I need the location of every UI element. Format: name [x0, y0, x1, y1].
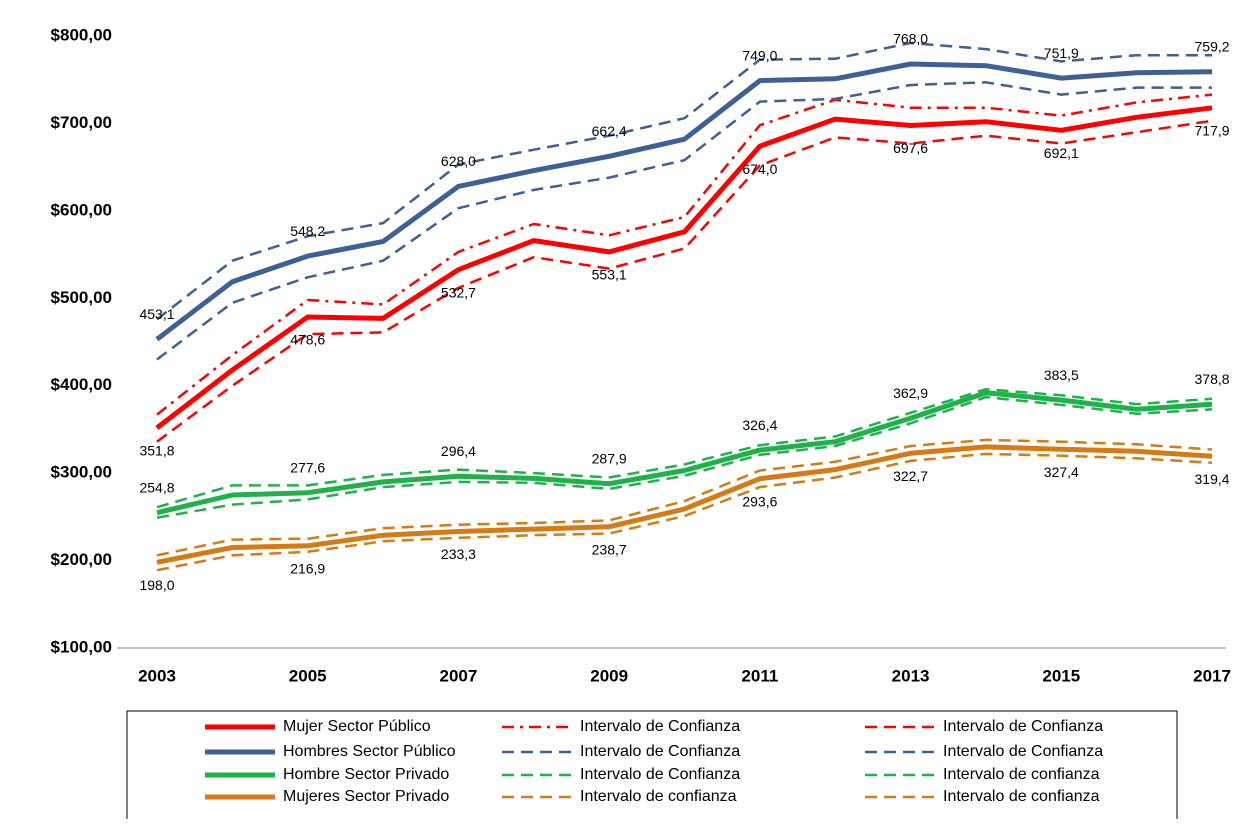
series-line — [156, 444, 1213, 565]
data-label: 277,6 — [290, 459, 325, 475]
series-line — [155, 105, 1213, 430]
y-tick-label: $400,00 — [51, 375, 112, 394]
series-line — [156, 41, 1212, 321]
data-label: 453,1 — [139, 306, 174, 322]
x-tick-label: 2003 — [138, 666, 176, 685]
data-label: 296,4 — [441, 443, 476, 459]
legend-label: Hombre Sector Privado — [283, 766, 449, 783]
data-label: 383,5 — [1044, 367, 1079, 383]
data-label: 749,0 — [742, 47, 777, 63]
x-tick-label: 2015 — [1042, 666, 1080, 685]
data-label: 293,6 — [742, 493, 777, 509]
data-label: 216,9 — [290, 560, 325, 576]
series-line — [156, 395, 1213, 519]
y-tick-label: $300,00 — [51, 463, 112, 482]
data-label: 532,7 — [441, 284, 476, 300]
legend-label: Intervalo de Confianza — [943, 718, 1103, 735]
x-tick-label: 2009 — [590, 666, 628, 685]
series-line — [156, 93, 1213, 416]
y-tick-label: $600,00 — [51, 200, 112, 219]
data-label: 628,0 — [441, 153, 476, 169]
data-label: 759,2 — [1195, 38, 1230, 54]
legend-label: Intervalo de confianza — [943, 788, 1100, 805]
data-label: 751,9 — [1044, 45, 1079, 61]
data-label: 238,7 — [592, 541, 627, 557]
data-label: 322,7 — [893, 468, 928, 484]
series-line — [156, 452, 1213, 572]
series-line — [156, 119, 1213, 443]
legend-box — [126, 710, 1178, 824]
data-label: 362,9 — [893, 385, 928, 401]
data-label: 327,4 — [1044, 464, 1079, 480]
data-label: 319,4 — [1195, 471, 1230, 487]
legend-label: Mujeres Sector Privado — [283, 788, 449, 805]
data-label: 233,3 — [441, 546, 476, 562]
legend-label: Hombres Sector Público — [283, 743, 456, 760]
legend-label: Intervalo de confianza — [580, 788, 737, 805]
data-label: 254,8 — [139, 479, 174, 495]
data-label: 326,4 — [742, 417, 777, 433]
x-tick-label: 2007 — [440, 666, 478, 685]
y-tick-label: $200,00 — [51, 550, 112, 569]
series-line — [156, 390, 1213, 516]
series-line — [156, 81, 1212, 361]
data-label: 198,0 — [139, 577, 174, 593]
data-label: 378,8 — [1195, 371, 1230, 387]
legend-label: Intervalo de confianza — [943, 766, 1100, 783]
x-tick-label: 2005 — [289, 666, 327, 685]
data-label: 717,9 — [1195, 122, 1230, 138]
series-line — [156, 438, 1213, 557]
data-label: 553,1 — [592, 267, 627, 283]
series-line — [156, 387, 1213, 509]
legend-label: Intervalo de Confianza — [943, 743, 1103, 760]
legend-label: Intervalo de Confianza — [580, 743, 740, 760]
series-line — [155, 61, 1213, 342]
data-label: 287,9 — [592, 450, 627, 466]
data-label: 692,1 — [1044, 145, 1079, 161]
y-tick-label: $500,00 — [51, 288, 112, 307]
x-tick-label: 2011 — [741, 666, 778, 685]
data-label: 351,8 — [139, 443, 174, 459]
legend-label: Mujer Sector Público — [283, 718, 431, 735]
data-label: 662,4 — [592, 123, 627, 139]
legend-label: Intervalo de Confianza — [580, 718, 740, 735]
data-label: 548,2 — [290, 223, 325, 239]
data-label: 768,0 — [893, 31, 928, 47]
data-label: 697,6 — [893, 140, 928, 156]
legend-label: Intervalo de Confianza — [580, 766, 740, 783]
y-tick-label: $800,00 — [51, 25, 112, 44]
y-tick-label: $100,00 — [51, 637, 112, 656]
x-tick-label: 2013 — [892, 666, 930, 685]
data-label: 674,0 — [742, 161, 777, 177]
y-tick-label: $700,00 — [51, 113, 112, 132]
data-label: 478,6 — [290, 332, 325, 348]
x-tick-label: 2017 — [1193, 666, 1231, 685]
